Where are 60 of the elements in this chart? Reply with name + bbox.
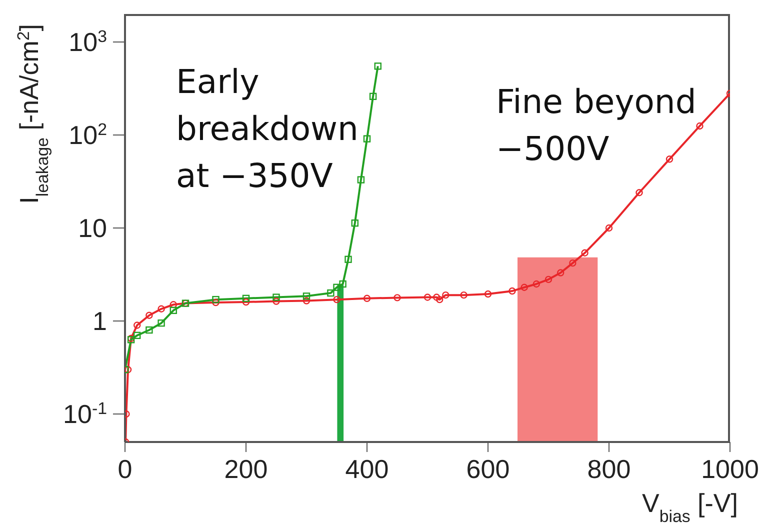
point — [170, 301, 177, 308]
point — [436, 296, 444, 304]
point — [158, 319, 165, 327]
x-axis-title: V$_{bias}$ [-V] — [642, 488, 738, 526]
x-tick-label: 1000 — [701, 454, 759, 484]
point — [212, 298, 220, 306]
y-tick-label: 10$^{3}$ — [68, 26, 107, 57]
point — [212, 296, 220, 304]
x-tick-label: 0 — [118, 454, 132, 484]
point — [333, 284, 340, 291]
y-tick-label: 10$^{2}$ — [68, 120, 107, 150]
point — [158, 305, 165, 312]
point — [146, 326, 153, 334]
x-tick-label: 600 — [466, 454, 510, 484]
point — [363, 135, 371, 142]
point — [424, 294, 432, 301]
point — [432, 294, 440, 301]
point — [146, 312, 153, 319]
point — [696, 122, 704, 130]
point — [484, 290, 492, 298]
point — [339, 280, 346, 288]
annotation: Early breakdown at −350V — [176, 61, 360, 197]
point — [170, 306, 177, 314]
point — [242, 294, 250, 302]
point — [636, 189, 643, 196]
point — [605, 224, 613, 232]
point — [369, 92, 377, 100]
x-tick-label: 200 — [224, 454, 268, 484]
point — [557, 269, 564, 276]
point — [569, 259, 576, 267]
point — [460, 291, 468, 299]
point — [327, 289, 334, 297]
point — [134, 322, 141, 329]
point — [272, 294, 280, 301]
point — [134, 332, 141, 340]
point — [374, 62, 382, 70]
y-tick-label: 1 — [92, 306, 107, 336]
point — [666, 156, 674, 163]
point — [344, 256, 352, 263]
point — [520, 284, 528, 291]
annotation: Fine beyond −500V — [496, 81, 698, 170]
point — [302, 292, 310, 300]
point — [333, 296, 340, 304]
point — [242, 298, 250, 306]
x-tick-label: 400 — [345, 454, 389, 484]
y-tick-label: 10 — [78, 213, 107, 243]
point — [394, 294, 401, 302]
point — [581, 249, 588, 256]
point — [351, 219, 358, 227]
point — [363, 294, 371, 302]
point — [508, 287, 516, 295]
point — [532, 280, 540, 288]
x-tick-label: 800 — [587, 454, 631, 484]
point — [302, 297, 310, 304]
point — [125, 366, 132, 374]
y-tick-label: 10$^{-1}$ — [63, 398, 107, 430]
point — [357, 176, 365, 184]
point — [442, 291, 450, 299]
point — [544, 276, 552, 284]
point — [272, 298, 280, 305]
